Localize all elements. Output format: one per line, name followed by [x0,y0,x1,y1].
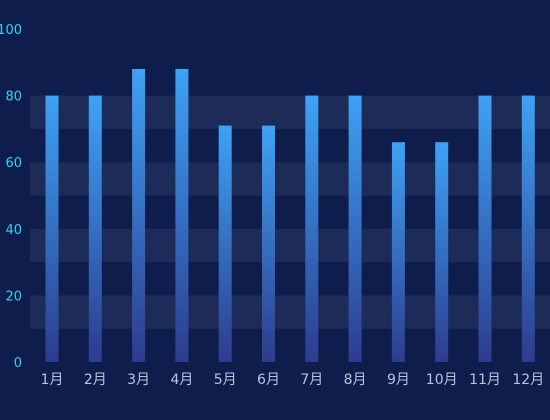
x-tick-label: 3月 [127,372,150,388]
y-tick-label: 60 [5,156,22,171]
y-tick-label: 80 [5,90,22,105]
x-tick-label: 12月 [512,372,544,388]
y-tick-label: 20 [5,289,22,304]
x-tick-label: 9月 [387,372,410,388]
x-tick-label: 4月 [170,372,193,388]
grid-band [30,162,550,196]
bar-6 [262,125,275,362]
bar-11 [478,95,492,362]
bars [45,68,535,363]
bar-3 [132,68,146,363]
bar-9 [391,142,405,362]
bar-4 [175,68,189,363]
bar-12 [521,95,535,362]
x-tick-label: 1月 [41,372,64,388]
bar-8 [348,95,362,362]
x-tick-label: 2月 [84,372,107,388]
bar-2 [88,95,102,362]
bar-10 [435,142,449,362]
x-tick-label: 8月 [344,372,367,388]
x-axis: 1月 2月 3月 4月 5月 6月 7月 8月 9月 10月 11月 12月 [41,372,545,388]
x-tick-label: 11月 [469,372,501,388]
bar-5 [218,125,232,362]
y-axis: 0 20 40 60 80 100 [0,23,22,371]
bar-7 [305,95,319,362]
y-tick-label: 40 [5,223,22,238]
x-tick-label: 6月 [257,372,280,388]
grid-band [30,228,550,263]
x-tick-label: 10月 [426,372,458,388]
y-tick-label: 0 [14,356,22,371]
grid-band [30,95,550,129]
y-tick-label: 100 [0,23,22,38]
grid-band [30,295,550,329]
bar-1 [45,95,59,362]
x-tick-label: 5月 [214,372,237,388]
x-tick-label: 7月 [300,372,323,388]
grid-bands [30,95,550,329]
